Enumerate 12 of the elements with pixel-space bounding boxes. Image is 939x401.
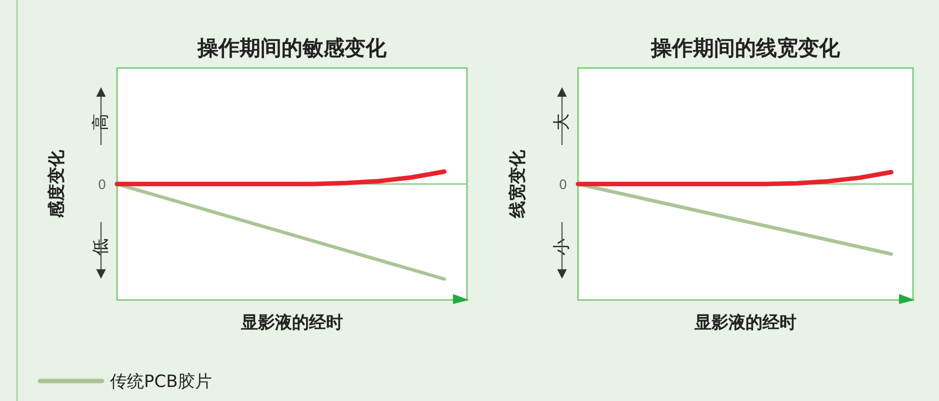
chart-title: 操作期间的线宽变化 xyxy=(650,36,841,60)
chart-title: 操作期间的敏感变化 xyxy=(196,36,388,60)
x-axis-title: 显影液的经时 xyxy=(694,313,796,333)
text: 0 xyxy=(98,178,106,193)
legend-label: 传统PCB胶片 xyxy=(110,372,212,392)
x-axis-title: 显影液的经时 xyxy=(240,313,343,333)
y-axis-title: 线宽变化 xyxy=(508,149,528,219)
y-axis-title: 感度变化 xyxy=(47,149,67,219)
text: 0 xyxy=(558,178,568,193)
legend: 传统PCB胶片 xyxy=(38,372,212,392)
text: 低 xyxy=(91,238,111,256)
text: 大 xyxy=(552,114,572,130)
